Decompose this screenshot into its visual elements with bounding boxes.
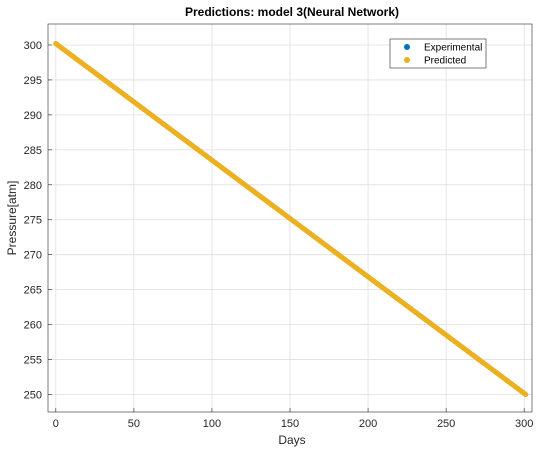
y-axis: 250 255 260 265 270 275 280 285 290 295 300: [24, 40, 52, 402]
series-predicted: [53, 40, 529, 398]
series-layer: [53, 40, 529, 398]
x-tick-label: 50: [128, 418, 140, 430]
y-tick-label: 270: [24, 250, 42, 262]
legend: Experimental Predicted: [389, 38, 487, 69]
x-tick-label: 250: [437, 418, 455, 430]
x-tick-label: 300: [515, 418, 533, 430]
y-tick-label: 300: [24, 40, 42, 52]
legend-box: [389, 38, 487, 69]
y-tick-label: 275: [24, 215, 42, 227]
chart-title: Predictions: model 3(Neural Network): [185, 5, 399, 19]
x-tick-label: 0: [53, 418, 59, 430]
x-tick-label: 200: [359, 418, 377, 430]
x-axis-title: Days: [278, 433, 305, 447]
x-axis: 0 50 100 150 200 250 300: [53, 408, 533, 430]
y-tick-label: 260: [24, 320, 42, 332]
y-axis-title: Pressure[atm]: [5, 181, 19, 256]
y-tick-label: 280: [24, 180, 42, 192]
legend-marker-experimental: [404, 44, 410, 50]
y-tick-label: 255: [24, 355, 42, 367]
legend-marker-predicted: [404, 57, 410, 63]
legend-label-experimental: Experimental: [424, 43, 482, 54]
y-tick-label: 250: [24, 390, 42, 402]
x-tick-label: 150: [281, 418, 299, 430]
y-tick-label: 290: [24, 110, 42, 122]
y-tick-label: 295: [24, 75, 42, 87]
grid: [48, 24, 532, 412]
plot-area: [47, 23, 533, 413]
data-point: [523, 391, 529, 398]
y-tick-label: 285: [24, 145, 42, 157]
y-tick-label: 265: [24, 285, 42, 297]
legend-label-predicted: Predicted: [424, 56, 466, 67]
x-tick-label: 100: [203, 418, 221, 430]
